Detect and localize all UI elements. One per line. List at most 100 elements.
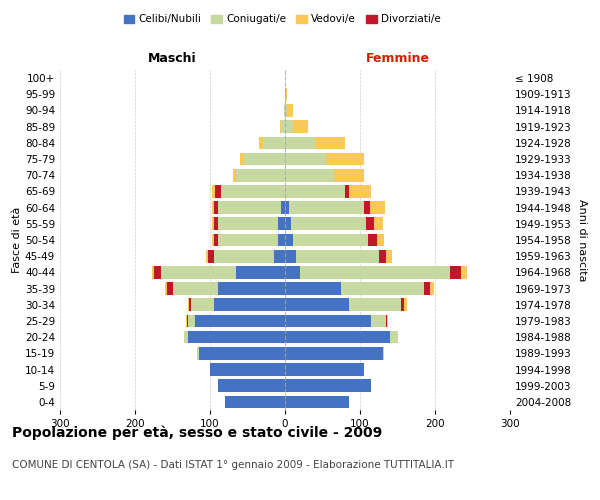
Bar xyxy=(187,331,285,344)
Bar xyxy=(218,218,277,230)
Bar xyxy=(218,380,285,392)
Bar xyxy=(233,169,236,181)
Bar xyxy=(208,250,214,262)
Bar xyxy=(212,185,215,198)
Bar xyxy=(281,202,285,214)
Bar xyxy=(236,266,285,278)
Bar xyxy=(188,298,189,311)
Bar xyxy=(293,234,367,246)
Bar xyxy=(210,363,285,376)
Bar xyxy=(285,120,293,133)
Bar xyxy=(206,250,208,262)
Bar xyxy=(285,234,293,246)
Bar xyxy=(285,218,291,230)
Bar xyxy=(293,120,308,133)
Bar xyxy=(285,152,326,166)
Bar xyxy=(184,331,187,344)
Y-axis label: Anni di nascita: Anni di nascita xyxy=(577,198,587,281)
Bar xyxy=(281,120,285,133)
Bar xyxy=(284,104,285,117)
Bar xyxy=(167,282,173,295)
Bar xyxy=(285,396,349,408)
Bar xyxy=(214,202,218,214)
Bar xyxy=(349,185,371,198)
Bar xyxy=(285,298,349,311)
Bar xyxy=(341,282,424,295)
Bar xyxy=(386,250,392,262)
Text: Femmine: Femmine xyxy=(365,52,430,65)
Bar xyxy=(152,266,154,278)
Bar xyxy=(326,152,364,166)
Bar xyxy=(218,282,285,295)
Bar xyxy=(165,282,167,295)
Bar xyxy=(334,169,364,181)
Bar xyxy=(259,136,263,149)
Bar xyxy=(285,363,364,376)
Bar xyxy=(186,314,187,328)
Bar xyxy=(404,298,407,311)
Bar xyxy=(221,185,285,198)
Bar xyxy=(285,136,315,149)
Bar xyxy=(218,202,281,214)
Bar xyxy=(285,380,371,392)
Text: Popolazione per età, sesso e stato civile - 2009: Popolazione per età, sesso e stato civil… xyxy=(12,425,382,440)
Bar xyxy=(187,314,195,328)
Bar xyxy=(225,396,285,408)
Bar xyxy=(367,234,377,246)
Bar xyxy=(244,152,285,166)
Bar xyxy=(195,314,285,328)
Bar xyxy=(189,298,191,311)
Bar xyxy=(240,152,244,166)
Bar xyxy=(386,314,387,328)
Bar xyxy=(401,298,404,311)
Bar xyxy=(461,266,467,278)
Bar xyxy=(289,202,364,214)
Bar xyxy=(285,169,334,181)
Bar xyxy=(370,202,385,214)
Text: COMUNE DI CENTOLA (SA) - Dati ISTAT 1° gennaio 2009 - Elaborazione TUTTITALIA.IT: COMUNE DI CENTOLA (SA) - Dati ISTAT 1° g… xyxy=(12,460,454,470)
Bar xyxy=(277,218,285,230)
Bar xyxy=(383,347,384,360)
Bar xyxy=(390,331,398,344)
Bar xyxy=(218,234,277,246)
Bar xyxy=(214,298,285,311)
Bar xyxy=(214,250,274,262)
Y-axis label: Fasce di età: Fasce di età xyxy=(12,207,22,273)
Bar xyxy=(349,298,401,311)
Bar xyxy=(274,250,285,262)
Bar xyxy=(212,218,214,230)
Bar xyxy=(285,185,345,198)
Bar xyxy=(263,136,285,149)
Bar xyxy=(285,266,300,278)
Text: Maschi: Maschi xyxy=(148,52,197,65)
Bar xyxy=(366,218,373,230)
Bar xyxy=(315,136,345,149)
Bar xyxy=(287,104,293,117)
Bar xyxy=(285,347,383,360)
Bar xyxy=(285,282,341,295)
Bar xyxy=(387,314,388,328)
Bar xyxy=(285,314,371,328)
Bar xyxy=(285,202,289,214)
Bar xyxy=(364,202,370,214)
Bar xyxy=(373,218,383,230)
Bar xyxy=(212,202,214,214)
Bar xyxy=(285,331,390,344)
Bar xyxy=(199,347,285,360)
Bar xyxy=(214,218,218,230)
Bar xyxy=(191,298,214,311)
Bar xyxy=(212,234,214,246)
Bar xyxy=(277,234,285,246)
Bar xyxy=(291,218,366,230)
Bar xyxy=(430,282,433,295)
Bar xyxy=(280,120,281,133)
Bar xyxy=(379,250,386,262)
Bar xyxy=(450,266,461,278)
Bar xyxy=(161,266,236,278)
Bar xyxy=(345,185,349,198)
Bar xyxy=(154,266,161,278)
Bar xyxy=(197,347,199,360)
Bar xyxy=(424,282,430,295)
Bar xyxy=(371,314,386,328)
Bar xyxy=(296,250,379,262)
